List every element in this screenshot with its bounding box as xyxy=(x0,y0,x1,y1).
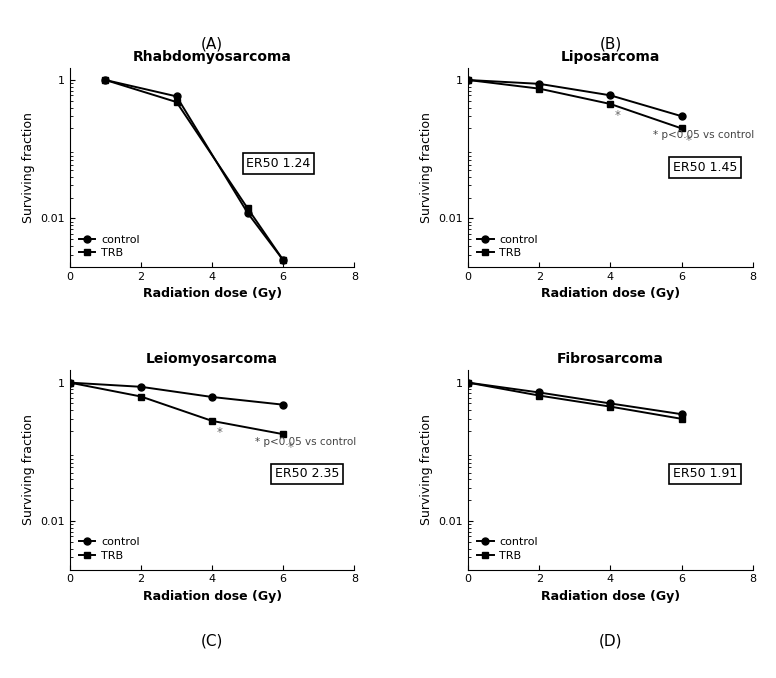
Text: * p<0.05 vs control: * p<0.05 vs control xyxy=(653,130,754,140)
TRB xyxy=(101,76,110,84)
Legend: control, TRB: control, TRB xyxy=(473,231,541,261)
Text: *: * xyxy=(686,134,691,147)
TRB xyxy=(606,100,615,108)
Legend: control, TRB: control, TRB xyxy=(75,534,143,564)
Text: ER50 1.24: ER50 1.24 xyxy=(246,157,310,170)
Text: ER50 1.45: ER50 1.45 xyxy=(673,161,737,174)
TRB xyxy=(463,76,473,84)
Y-axis label: Surviving fraction: Surviving fraction xyxy=(22,414,35,525)
control xyxy=(463,76,473,84)
control xyxy=(243,209,252,217)
control xyxy=(535,80,544,88)
Line: TRB: TRB xyxy=(102,77,286,264)
Line: TRB: TRB xyxy=(67,379,286,438)
TRB xyxy=(463,378,473,386)
Text: * p<0.05 vs control: * p<0.05 vs control xyxy=(255,437,356,447)
Line: control: control xyxy=(102,77,286,264)
control xyxy=(101,76,110,84)
TRB xyxy=(137,393,146,401)
TRB xyxy=(65,378,74,386)
Title: Fibrosarcoma: Fibrosarcoma xyxy=(557,353,664,367)
TRB xyxy=(606,403,615,411)
Line: TRB: TRB xyxy=(465,77,685,132)
Text: (D): (D) xyxy=(599,633,622,648)
control xyxy=(606,399,615,407)
Line: TRB: TRB xyxy=(465,379,685,422)
control xyxy=(463,378,473,386)
TRB xyxy=(207,417,217,425)
control xyxy=(606,92,615,100)
X-axis label: Radiation dose (Gy): Radiation dose (Gy) xyxy=(541,590,680,603)
control xyxy=(677,410,686,418)
Y-axis label: Surviving fraction: Surviving fraction xyxy=(420,112,433,223)
Line: control: control xyxy=(465,77,685,120)
TRB xyxy=(279,430,288,438)
control xyxy=(677,112,686,120)
TRB xyxy=(279,256,288,264)
Line: control: control xyxy=(465,379,685,418)
Text: *: * xyxy=(287,441,293,454)
Text: (C): (C) xyxy=(201,633,223,648)
control xyxy=(65,378,74,386)
Title: Leiomyosarcoma: Leiomyosarcoma xyxy=(146,353,278,367)
Text: *: * xyxy=(615,109,621,122)
TRB xyxy=(677,124,686,132)
X-axis label: Radiation dose (Gy): Radiation dose (Gy) xyxy=(143,287,282,300)
Legend: control, TRB: control, TRB xyxy=(75,231,143,261)
TRB xyxy=(171,98,181,106)
TRB xyxy=(535,391,544,399)
control xyxy=(279,401,288,409)
Y-axis label: Surviving fraction: Surviving fraction xyxy=(22,112,35,223)
Text: *: * xyxy=(217,426,222,439)
X-axis label: Radiation dose (Gy): Radiation dose (Gy) xyxy=(541,287,680,300)
control xyxy=(137,383,146,391)
TRB xyxy=(243,204,252,212)
TRB xyxy=(535,85,544,93)
Legend: control, TRB: control, TRB xyxy=(473,534,541,564)
X-axis label: Radiation dose (Gy): Radiation dose (Gy) xyxy=(143,590,282,603)
Title: Rhabdomyosarcoma: Rhabdomyosarcoma xyxy=(133,50,292,64)
control xyxy=(171,92,181,100)
Text: ER50 1.91: ER50 1.91 xyxy=(673,467,737,481)
Text: (A): (A) xyxy=(201,37,223,52)
control xyxy=(279,256,288,264)
Text: ER50 2.35: ER50 2.35 xyxy=(275,467,339,481)
control xyxy=(207,393,217,401)
TRB xyxy=(677,415,686,423)
Title: Liposarcoma: Liposarcoma xyxy=(561,50,660,64)
Y-axis label: Surviving fraction: Surviving fraction xyxy=(420,414,433,525)
control xyxy=(535,388,544,397)
Line: control: control xyxy=(67,379,286,408)
Text: (B): (B) xyxy=(599,37,622,52)
